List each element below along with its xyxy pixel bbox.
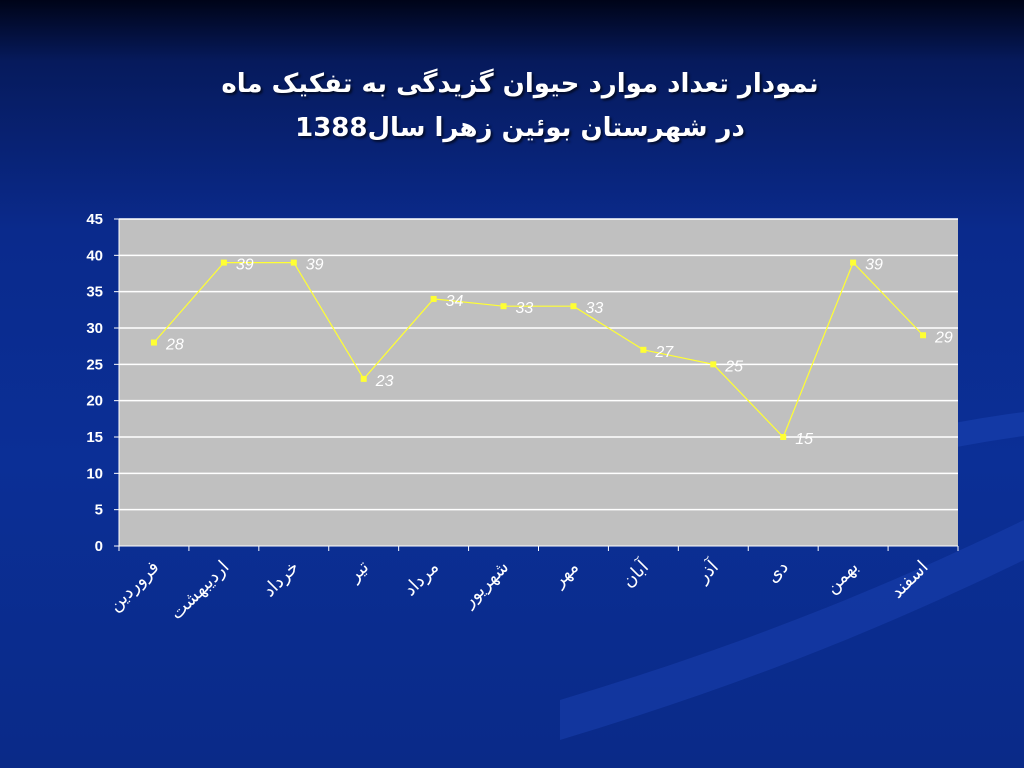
data-label: 39 [236,257,254,274]
y-tick-label: 25 [86,356,103,373]
data-point [640,346,647,353]
data-label: 25 [724,358,743,375]
x-tick-label: بهمن [821,557,862,598]
data-point [850,259,857,266]
x-tick-label: مرداد [400,557,444,601]
data-label: 27 [654,344,674,361]
plot-area [119,219,958,546]
data-point [710,361,717,368]
data-point [500,303,507,310]
data-label: 39 [865,257,883,274]
x-tick-label: آبان [616,555,653,592]
data-label: 29 [934,329,953,346]
title-line-2: در شهرستان بوئین زهرا سال1388 [295,113,745,143]
x-tick-label: آذر [690,555,723,588]
x-tick-label: اردیبهشت [166,557,233,624]
data-point [430,295,437,302]
data-point [920,332,927,339]
y-axis-ticks: 0 5 10 15 20 25 30 35 40 45 [86,211,119,555]
y-tick-label: 35 [86,284,103,301]
data-point [570,303,577,310]
x-tick-label: فروردین [104,557,163,616]
y-tick-label: 0 [95,538,103,555]
gridlines [119,218,958,511]
y-tick-label: 40 [86,247,103,264]
slide-title: نمودار تعداد موارد حیوان گزیدگی به تفکیک… [160,62,880,150]
y-tick-label: 20 [86,393,103,410]
x-tick-label: مهر [548,557,583,592]
y-tick-label: 5 [95,502,103,519]
data-point [780,434,787,440]
y-tick-label: 30 [86,320,103,337]
data-point [220,259,227,266]
data-labels: 28 39 39 23 34 33 33 27 25 15 39 29 [165,257,953,448]
x-tick-label: شهریور [458,557,513,612]
x-tick-label: خرداد [259,557,304,602]
x-tick-label: دی [762,557,792,587]
data-label: 15 [795,431,813,448]
data-point [360,375,367,382]
data-label: 28 [165,337,184,354]
series-group [150,259,927,440]
data-point [290,259,297,266]
data-label: 23 [375,373,394,390]
series-line [153,261,924,439]
data-label: 39 [306,257,324,274]
title-line-1: نمودار تعداد موارد حیوان گزیدگی به تفکیک… [221,69,819,99]
x-tick-label: تیر [343,557,373,587]
y-tick-label: 10 [86,465,103,482]
y-tick-label: 15 [86,429,103,446]
x-axis-ticks: فروردین اردیبهشت خرداد تیر مرداد شهریور مهر آبا… [104,546,959,624]
data-point [150,339,157,346]
x-tick-label: اسفند [887,557,933,603]
data-label: 34 [446,293,464,310]
data-label: 33 [585,300,603,317]
y-tick-label: 45 [86,211,103,228]
data-label: 33 [516,300,534,317]
